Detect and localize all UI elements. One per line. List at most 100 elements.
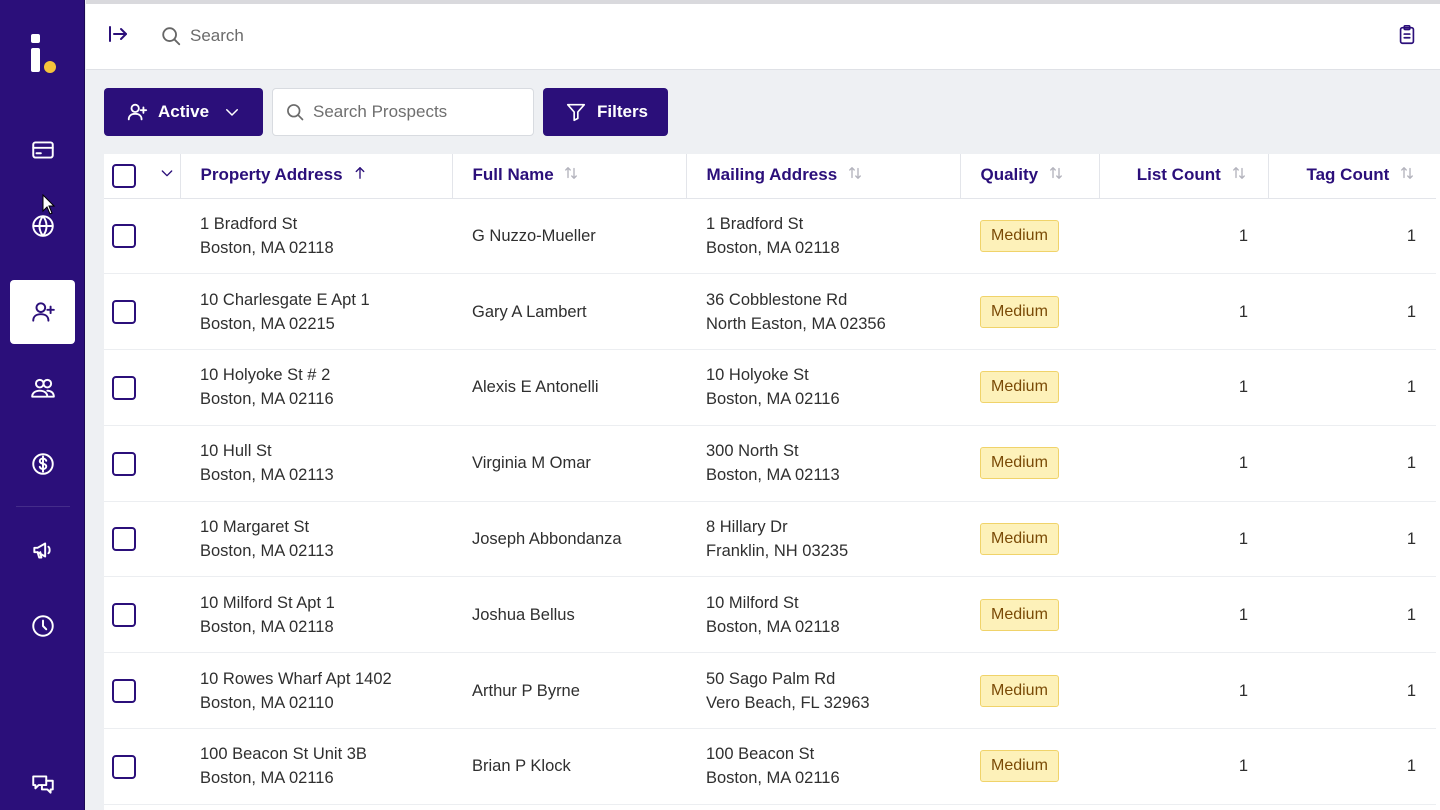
table-row[interactable]: 1 Bradford St Boston, MA 02118 G Nuzzo-M…	[104, 198, 1436, 275]
prospects-table: Property Address Full Name Mailing Addre…	[104, 154, 1440, 810]
quality-badge: Medium	[980, 371, 1059, 404]
quality-badge: Medium	[980, 750, 1059, 783]
row-select-cell	[104, 198, 180, 275]
clock-icon	[31, 615, 54, 637]
tag-count-cell: 1	[1268, 652, 1436, 730]
property-street: 1 Bradford St	[200, 214, 298, 233]
filters-button[interactable]: Filters	[543, 88, 668, 136]
search-icon	[287, 104, 304, 121]
row-checkbox[interactable]	[112, 527, 136, 552]
sidebar-item-billing[interactable]	[10, 118, 75, 182]
global-search[interactable]: Search	[160, 22, 460, 50]
quality-cell: Medium	[960, 501, 1099, 578]
tag-count-cell: 1	[1268, 728, 1436, 805]
sort-icon	[1230, 164, 1248, 187]
chat-icon	[31, 775, 54, 794]
column-header-quality[interactable]: Quality	[960, 154, 1100, 199]
table-row[interactable]: 10 Charlesgate E Apt 1 Boston, MA 02215 …	[104, 273, 1436, 351]
list-count-cell: 1	[1099, 728, 1268, 805]
table-row[interactable]: 10 Rowes Wharf Apt 1402 Boston, MA 02110…	[104, 652, 1436, 730]
mailing-street: 8 Hillary Dr	[706, 518, 788, 537]
mailing-address-cell: 10 Milford St Boston, MA 02118	[686, 576, 960, 654]
property-city: Boston, MA 02118	[200, 617, 334, 636]
prospect-search-input[interactable]	[313, 102, 523, 122]
row-checkbox[interactable]	[112, 679, 136, 703]
user-plus-icon	[127, 103, 148, 121]
column-header-mailing-address[interactable]: Mailing Address	[686, 154, 961, 199]
chevron-down-icon	[161, 170, 173, 177]
sidebar-item-campaigns[interactable]	[10, 518, 75, 582]
full-name-cell: Brian P Klock	[452, 728, 686, 805]
sidebar-item-history[interactable]	[10, 594, 75, 658]
bulk-actions-dropdown[interactable]	[159, 165, 175, 186]
app-logo[interactable]	[28, 34, 64, 78]
full-name-cell: Arthur P Byrne	[452, 652, 686, 730]
sidebar-divider	[16, 506, 70, 507]
prospect-search-field[interactable]	[272, 88, 534, 136]
megaphone-icon	[32, 542, 51, 559]
column-label: Quality	[980, 165, 1039, 185]
row-select-cell	[104, 425, 180, 502]
row-checkbox[interactable]	[112, 451, 136, 476]
status-filter-dropdown[interactable]: Active	[104, 88, 263, 136]
quality-cell: Medium	[960, 728, 1099, 805]
list-count-cell: 1	[1099, 198, 1268, 275]
row-checkbox[interactable]	[112, 224, 136, 249]
table-row[interactable]: 10 Milford St Apt 1 Boston, MA 02118 Jos…	[104, 576, 1436, 654]
table-row[interactable]: 10 Holyoke St # 2 Boston, MA 02116 Alexi…	[104, 349, 1436, 426]
search-icon	[162, 27, 181, 46]
sidebar-item-globe[interactable]	[10, 194, 75, 258]
mailing-street: 300 North St	[706, 442, 799, 461]
tag-count-cell: 1	[1268, 425, 1436, 502]
clipboard-icon	[1399, 25, 1415, 45]
full-name-cell: Gary A Lambert	[452, 273, 686, 351]
quality-cell: Medium	[960, 349, 1099, 426]
column-label: Full Name	[472, 165, 554, 185]
column-header-tag-count[interactable]: Tag Count	[1268, 154, 1436, 199]
sidebar-item-deals[interactable]	[10, 432, 75, 496]
expand-sidebar-button[interactable]	[106, 22, 132, 48]
property-city: Boston, MA 02116	[200, 390, 334, 409]
status-filter-label: Active	[158, 102, 210, 121]
sidebar-item-messages[interactable]	[10, 752, 75, 810]
property-address-cell: 10 Charlesgate E Apt 1 Boston, MA 02215	[180, 273, 452, 351]
users-icon	[30, 378, 55, 398]
top-bar: Search	[86, 0, 1440, 70]
sidebar-item-prospects[interactable]	[10, 280, 75, 344]
property-street: 10 Margaret St	[200, 518, 310, 537]
tag-count-cell: 1	[1268, 349, 1436, 426]
row-checkbox[interactable]	[112, 300, 136, 325]
select-all-checkbox[interactable]	[112, 163, 136, 188]
mouse-cursor-icon	[42, 194, 56, 215]
full-name-cell: Virginia M Omar	[452, 425, 686, 502]
row-select-cell	[104, 728, 180, 805]
tag-count-cell: 1	[1268, 501, 1436, 578]
sidebar-item-contacts[interactable]	[10, 356, 75, 420]
table-row[interactable]: 100 Beacon St Unit 3B Boston, MA 02116 B…	[104, 728, 1436, 805]
sort-icon	[1047, 164, 1065, 187]
table-row[interactable]: 10 Margaret St Boston, MA 02113 Joseph A…	[104, 501, 1436, 578]
property-address-cell: 1 Bradford St Boston, MA 02118	[180, 198, 452, 275]
column-header-full-name[interactable]: Full Name	[452, 154, 687, 199]
row-checkbox[interactable]	[112, 603, 136, 628]
row-checkbox[interactable]	[112, 754, 136, 779]
sort-icon	[846, 164, 864, 187]
property-street: 10 Milford St Apt 1	[200, 593, 335, 612]
mailing-address-cell: 50 Sago Palm Rd Vero Beach, FL 32963	[686, 652, 960, 730]
table-row[interactable]: 10 Hull St Boston, MA 02113 Virginia M O…	[104, 425, 1436, 502]
clipboard-button[interactable]	[1396, 24, 1420, 48]
list-count-cell: 1	[1099, 576, 1268, 654]
row-checkbox[interactable]	[112, 375, 136, 400]
column-header-property-address[interactable]: Property Address	[180, 154, 453, 199]
row-select-cell	[104, 652, 180, 730]
column-header-list-count[interactable]: List Count	[1099, 154, 1269, 199]
mailing-city: North Easton, MA 02356	[706, 314, 886, 333]
mailing-address-cell: 8 Hillary Dr Franklin, NH 03235	[686, 501, 960, 578]
list-count-cell: 1	[1099, 501, 1268, 578]
expand-arrow-icon	[109, 26, 127, 42]
quality-cell: Medium	[960, 273, 1099, 351]
mailing-street: 50 Sago Palm Rd	[706, 669, 836, 688]
mailing-city: Boston, MA 02116	[706, 769, 840, 788]
property-city: Boston, MA 02118	[200, 238, 334, 257]
property-street: 10 Holyoke St # 2	[200, 366, 331, 385]
